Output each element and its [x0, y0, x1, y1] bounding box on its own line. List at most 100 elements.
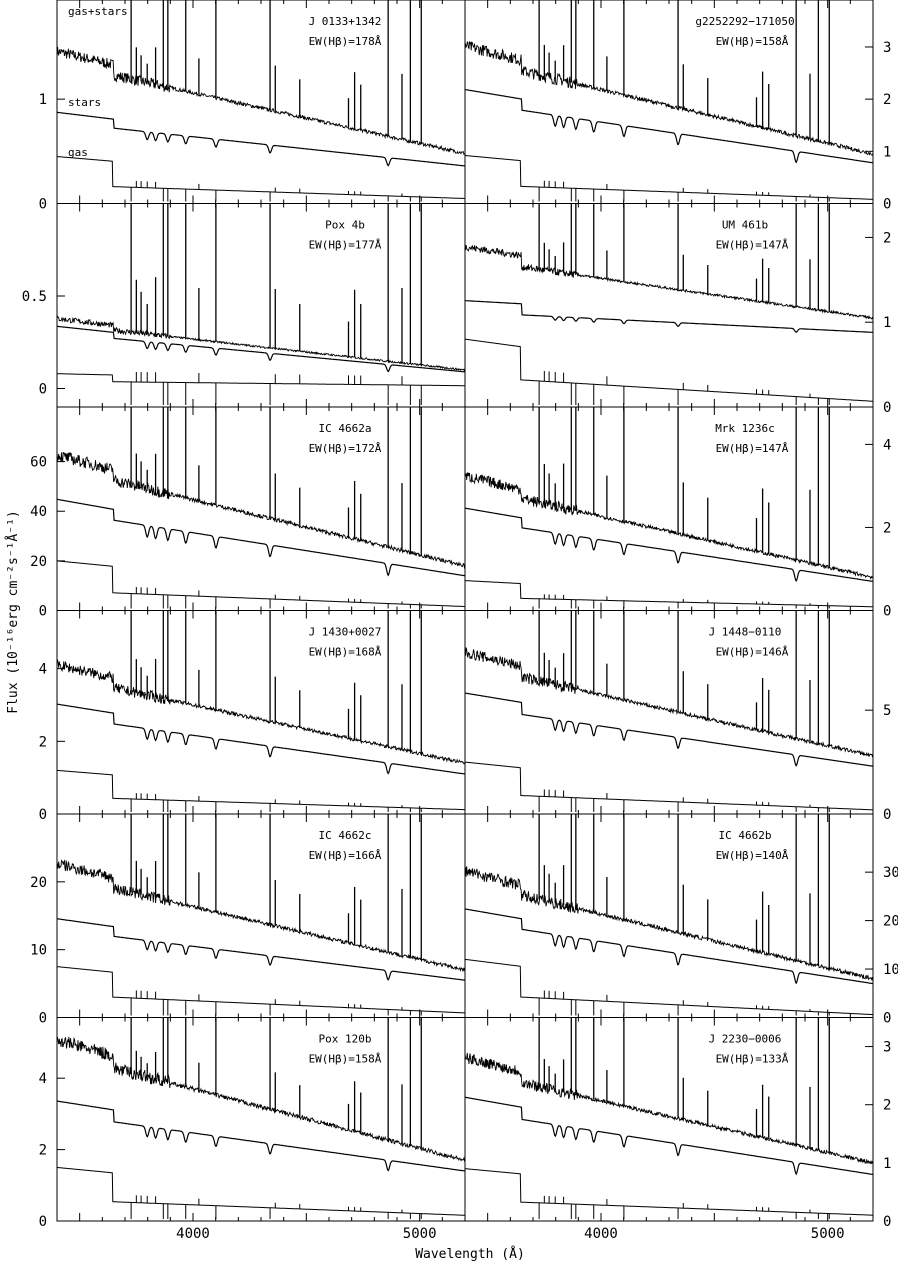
panel-ew: EW(Hβ)=146Å — [716, 646, 789, 659]
stars-curve — [57, 325, 465, 373]
panel-grid: 1 J 0133+1342 EW(Hβ)=178Å gas+stars stars gas… — [22, 0, 898, 1242]
stars-curve — [57, 1100, 465, 1172]
spectrum-panel: 0 10 20 30 IC 4662b EW(Hβ)=140Å — [464, 813, 898, 1027]
panel-frame — [464, 1017, 874, 1222]
curve-label-stars: stars — [68, 96, 101, 109]
x-tick-label: 4000 — [584, 1226, 618, 1242]
gas-curve — [57, 373, 465, 387]
total-spectrum — [57, 452, 465, 569]
panel-name: IC 4662c — [319, 829, 372, 842]
total-spectrum — [465, 1052, 873, 1165]
y-tick-label: 2 — [883, 520, 891, 536]
spectrum-panel: 0 1 2 3 4000 5000 J 2230−0006 EW(Hβ)=133Å — [464, 1017, 891, 1242]
panel-name: IC 4662b — [719, 829, 772, 842]
stars-curve — [57, 918, 465, 981]
spectrum-panel: 0 2 4 4000 5000 Pox 120b EW(Hβ)=158Å — [39, 1017, 466, 1242]
panel-ew: EW(Hβ)=147Å — [716, 239, 789, 252]
panel-frame — [464, 813, 874, 1018]
y-tick-label: 0 — [39, 197, 47, 213]
y-tick-label: 4 — [39, 662, 47, 678]
panel-ew: EW(Hβ)=158Å — [309, 1053, 382, 1066]
panel-ew: EW(Hβ)=133Å — [716, 1053, 789, 1066]
panel-ew: EW(Hβ)=177Å — [309, 239, 382, 252]
panel-frame — [464, 610, 874, 815]
y-tick-label: 10 — [883, 962, 898, 978]
panel-name: Pox 4b — [325, 219, 365, 232]
y-tick-label: 0 — [39, 1011, 47, 1027]
y-tick-label: 2 — [883, 92, 891, 108]
panel-frame — [56, 610, 466, 815]
y-tick-label: 4 — [883, 437, 891, 453]
gas-curve — [57, 560, 465, 607]
gas-curve — [465, 155, 873, 200]
y-tick-label: 5 — [883, 703, 891, 719]
stars-curve — [465, 300, 873, 333]
y-tick-label: 0.5 — [22, 289, 47, 305]
stars-curve — [57, 498, 465, 577]
gas-curve — [57, 966, 465, 1014]
gas-curve — [465, 1168, 873, 1216]
y-tick-label: 1 — [883, 1156, 891, 1172]
panel-frame — [56, 203, 466, 408]
total-spectrum — [57, 859, 465, 973]
total-spectrum — [57, 46, 465, 155]
y-axis-label: Flux (10⁻¹⁶erg cm⁻²s⁻¹Å⁻¹) — [5, 510, 21, 714]
curve-label-total: gas+stars — [68, 5, 128, 18]
total-spectrum — [465, 866, 873, 981]
total-spectrum — [57, 1036, 465, 1162]
panel-name: Mrk 1236c — [715, 422, 775, 435]
y-tick-label: 40 — [30, 504, 47, 520]
spectrum-panel: 0 10 20 IC 4662c EW(Hβ)=166Å — [30, 813, 466, 1027]
total-spectrum — [465, 472, 873, 580]
x-tick-label: 5000 — [811, 1226, 845, 1242]
y-tick-label: 1 — [39, 92, 47, 108]
panel-ew: EW(Hβ)=178Å — [309, 35, 382, 48]
stars-curve — [465, 88, 873, 164]
spectrum-panel: 0 2 4 Mrk 1236c EW(Hβ)=147Å — [464, 406, 891, 620]
spectrum-panel: 1 J 0133+1342 EW(Hβ)=178Å gas+stars stars gas — [39, 0, 466, 204]
y-tick-label: 0 — [39, 1214, 47, 1230]
total-spectrum — [57, 659, 465, 765]
panel-frame — [56, 813, 466, 1018]
y-tick-label: 2 — [39, 1143, 47, 1159]
y-tick-label: 1 — [883, 144, 891, 160]
y-tick-label: 20 — [883, 914, 898, 930]
y-tick-label: 20 — [30, 554, 47, 570]
y-tick-label: 2 — [39, 734, 47, 750]
panel-ew: EW(Hβ)=158Å — [716, 35, 789, 48]
panel-ew: EW(Hβ)=140Å — [716, 849, 789, 862]
gas-curve — [465, 761, 873, 811]
panel-name: g2252292−171050 — [695, 15, 794, 28]
spectrum-panel: 0 5 J 1448−0110 EW(Hβ)=146Å — [464, 610, 891, 823]
gas-curve — [465, 958, 873, 1016]
gas-curve — [465, 580, 873, 608]
y-tick-label: 0 — [883, 807, 891, 823]
y-tick-label: 1 — [883, 315, 891, 331]
panel-name: J 1430+0027 — [309, 626, 382, 639]
spectrum-panel: 0 1 2 3 g2252292−171050 EW(Hβ)=158Å — [464, 0, 891, 213]
panel-frame — [464, 203, 874, 408]
panel-frame — [56, 406, 466, 611]
y-tick-label: 3 — [883, 1040, 891, 1056]
y-tick-label: 0 — [39, 604, 47, 620]
y-tick-label: 2 — [883, 1098, 891, 1114]
stars-curve — [465, 1096, 873, 1176]
curve-label-gas: gas — [68, 146, 88, 159]
y-tick-label: 0 — [883, 1011, 891, 1027]
panel-frame — [464, 0, 874, 204]
panel-name: J 1448−0110 — [709, 626, 782, 639]
panel-name: Pox 120b — [319, 1033, 372, 1046]
gas-curve — [465, 338, 873, 402]
y-tick-label: 0 — [883, 197, 891, 213]
y-tick-label: 20 — [30, 875, 47, 891]
x-axis-label: Wavelength (Å) — [415, 1246, 525, 1262]
gas-curve — [57, 156, 465, 199]
panel-frame — [56, 0, 466, 204]
panel-ew: EW(Hβ)=147Å — [716, 442, 789, 455]
y-tick-label: 4 — [39, 1071, 47, 1087]
stars-curve — [465, 692, 873, 767]
gas-curve — [57, 1166, 465, 1216]
spectrum-panel: 0 1 2 UM 461b EW(Hβ)=147Å — [464, 203, 891, 416]
panel-name: IC 4662a — [319, 422, 372, 435]
